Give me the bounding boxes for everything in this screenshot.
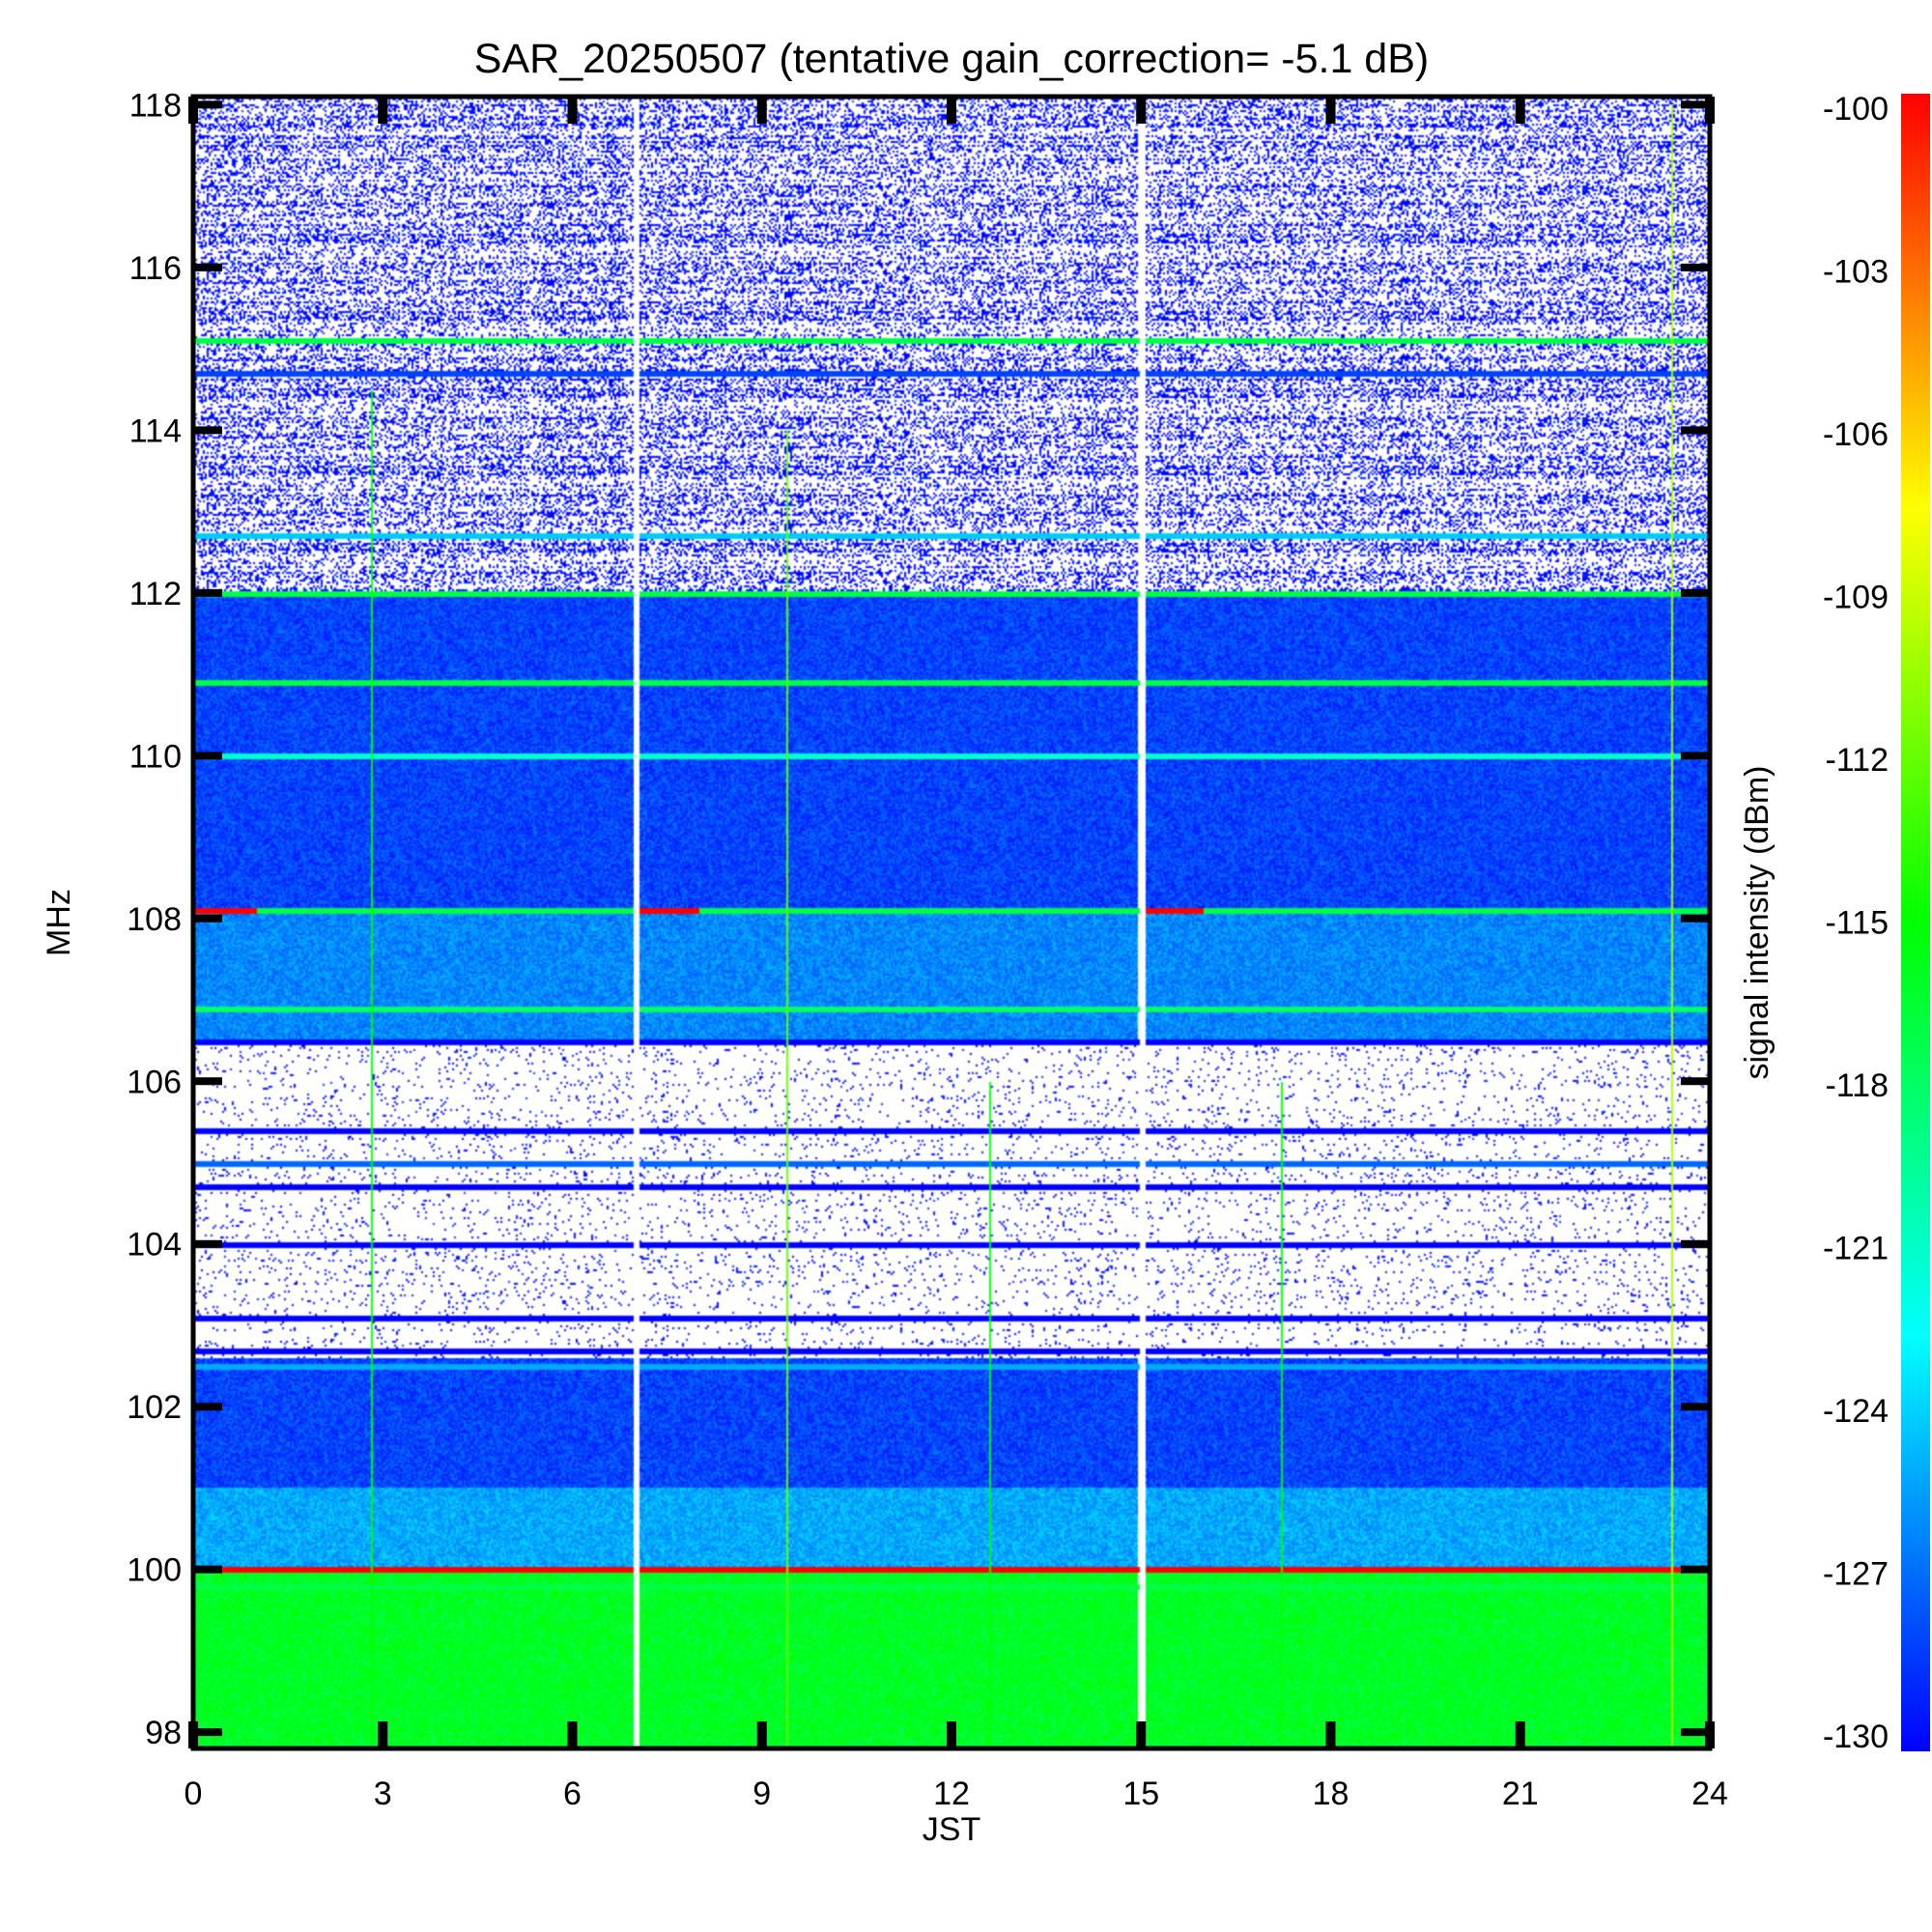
y-tick-label: 110 <box>129 738 182 775</box>
x-tick-label: 21 <box>1502 1776 1539 1812</box>
x-tick-label: 3 <box>374 1776 392 1812</box>
x-tick-label: 0 <box>185 1776 203 1812</box>
x-tick-label: 18 <box>1313 1776 1350 1812</box>
x-axis-label: JST <box>923 1811 980 1848</box>
heatmap <box>193 97 1710 1748</box>
axis-ticks <box>188 97 1715 1748</box>
y-tick-labels: 98 100 102 104 106 108 110 112 114 116 118 <box>127 87 182 1751</box>
x-tick-label: 15 <box>1122 1776 1159 1812</box>
x-tick-labels: 0 3 6 9 12 15 18 21 24 <box>185 1776 1728 1812</box>
x-tick-label: 6 <box>563 1776 582 1812</box>
y-tick-label: 118 <box>129 87 182 124</box>
y-tick-label: 104 <box>127 1227 182 1264</box>
chart-title: SAR_20250507 (tentative gain_correction=… <box>474 36 1429 82</box>
colorbar-label: signal intensity (dBm) <box>1739 765 1776 1079</box>
colorbar-tick-label: -127 <box>1823 1556 1889 1593</box>
y-tick-label: 112 <box>129 576 182 612</box>
colorbar-tick-label: -118 <box>1825 1067 1889 1104</box>
colorbar-tick-label: -124 <box>1823 1393 1889 1430</box>
x-tick-label: 12 <box>933 1776 970 1812</box>
x-tick-label: 9 <box>753 1776 771 1812</box>
y-axis-label: MHz <box>41 889 77 956</box>
colorbar-tick-label: -130 <box>1823 1719 1889 1755</box>
colorbar-tick-label: -100 <box>1823 91 1889 128</box>
colorbar-tick-labels: -100 -103 -106 -109 -112 -115 -118 -121 -124 -127… <box>1823 91 1889 1755</box>
colorbar-tick-label: -106 <box>1823 416 1889 453</box>
y-tick-label: 102 <box>127 1389 182 1426</box>
plot-frame <box>190 94 1713 1751</box>
x-tick-label: 24 <box>1691 1776 1728 1812</box>
y-tick-label: 108 <box>127 901 182 938</box>
y-tick-label: 98 <box>145 1715 182 1751</box>
y-tick-label: 116 <box>129 250 182 287</box>
y-tick-label: 106 <box>127 1064 182 1100</box>
colorbar-tick-label: -103 <box>1823 254 1889 291</box>
y-tick-label: 114 <box>129 412 182 449</box>
colorbar-tick-label: -121 <box>1823 1231 1889 1267</box>
colorbar <box>1901 94 1930 1751</box>
colorbar-tick-label: -112 <box>1825 742 1889 779</box>
y-tick-label: 100 <box>127 1552 182 1589</box>
colorbar-tick-label: -115 <box>1825 905 1889 942</box>
colorbar-tick-label: -109 <box>1823 580 1889 616</box>
